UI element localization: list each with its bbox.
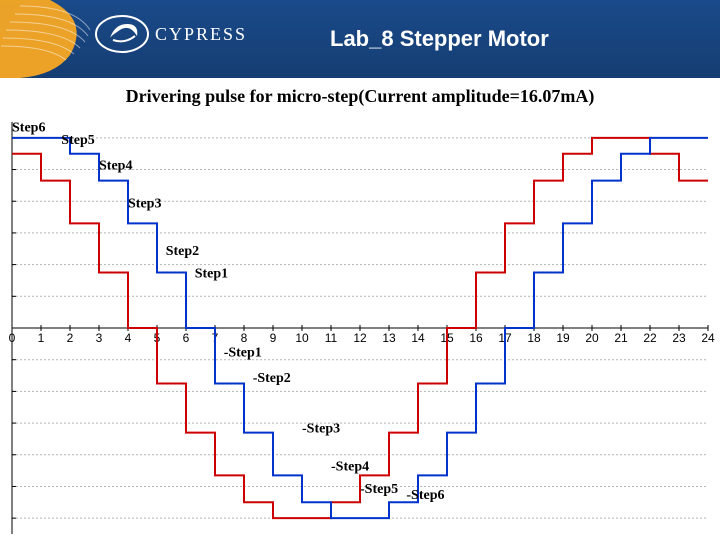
svg-text:19: 19 [556, 331, 570, 345]
svg-text:4: 4 [125, 331, 132, 345]
slide-header: CYPRESS Lab_8 Stepper Motor [0, 0, 720, 78]
svg-text:21: 21 [614, 331, 628, 345]
svg-text:23: 23 [672, 331, 686, 345]
svg-text:9: 9 [270, 331, 277, 345]
svg-text:Step6: Step6 [12, 121, 45, 136]
svg-text:14: 14 [411, 331, 425, 345]
swoosh-graphic [0, 0, 110, 78]
chart-container: Drivering pulse for micro-step(Current a… [0, 78, 720, 540]
svg-text:Step1: Step1 [195, 266, 228, 281]
step-chart: 0123456789101112131415161718192021222324… [0, 78, 720, 540]
svg-text:3: 3 [96, 331, 103, 345]
svg-text:Step3: Step3 [128, 197, 161, 212]
slide-title: Lab_8 Stepper Motor [330, 26, 549, 52]
svg-text:-Step3: -Step3 [302, 422, 340, 437]
svg-text:Step2: Step2 [166, 244, 199, 259]
svg-text:6: 6 [183, 331, 190, 345]
svg-text:11: 11 [325, 331, 338, 345]
svg-text:1: 1 [38, 331, 45, 345]
svg-text:10: 10 [295, 331, 309, 345]
svg-text:-Step2: -Step2 [253, 371, 291, 386]
svg-text:Step5: Step5 [61, 133, 94, 148]
svg-text:13: 13 [382, 331, 396, 345]
svg-text:24: 24 [701, 331, 715, 345]
cypress-badge-icon [95, 14, 149, 54]
svg-text:16: 16 [469, 331, 483, 345]
svg-text:8: 8 [241, 331, 248, 345]
svg-text:-Step5: -Step5 [360, 482, 398, 497]
svg-text:2: 2 [67, 331, 74, 345]
svg-text:-Step1: -Step1 [224, 346, 262, 361]
svg-text:-Step4: -Step4 [331, 460, 369, 475]
brand-text: CYPRESS [155, 24, 247, 45]
svg-text:-Step6: -Step6 [406, 488, 444, 503]
svg-text:0: 0 [9, 331, 16, 345]
svg-text:20: 20 [585, 331, 599, 345]
svg-text:18: 18 [527, 331, 541, 345]
svg-text:22: 22 [643, 331, 657, 345]
cypress-logo: CYPRESS [95, 14, 247, 54]
svg-text:Step4: Step4 [99, 159, 132, 174]
svg-text:12: 12 [353, 331, 367, 345]
